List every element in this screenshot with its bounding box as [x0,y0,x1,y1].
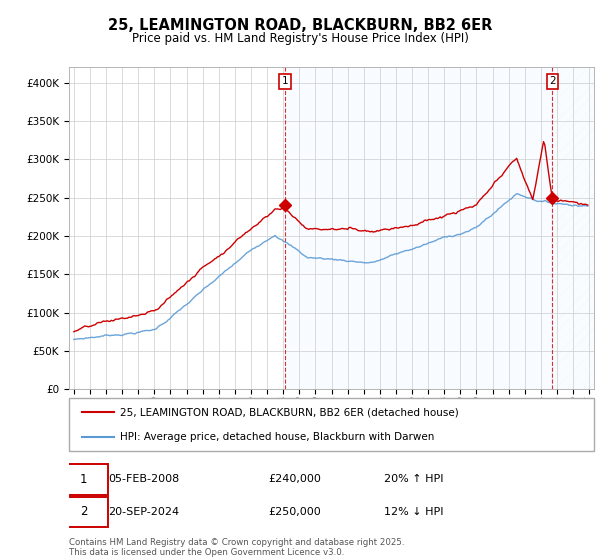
Text: £250,000: £250,000 [269,507,321,517]
FancyBboxPatch shape [59,464,109,494]
Text: HPI: Average price, detached house, Blackburn with Darwen: HPI: Average price, detached house, Blac… [121,432,435,442]
Text: Price paid vs. HM Land Registry's House Price Index (HPI): Price paid vs. HM Land Registry's House … [131,32,469,45]
Bar [553,67,594,389]
Text: 1: 1 [281,76,288,86]
Text: 20% ↑ HPI: 20% ↑ HPI [384,474,443,484]
Text: 05-FEB-2008: 05-FEB-2008 [109,474,179,484]
FancyBboxPatch shape [59,497,109,527]
Text: Contains HM Land Registry data © Crown copyright and database right 2025.
This d: Contains HM Land Registry data © Crown c… [69,538,404,557]
Text: 25, LEAMINGTON ROAD, BLACKBURN, BB2 6ER: 25, LEAMINGTON ROAD, BLACKBURN, BB2 6ER [108,18,492,33]
Text: 20-SEP-2024: 20-SEP-2024 [109,507,179,517]
Text: 25, LEAMINGTON ROAD, BLACKBURN, BB2 6ER (detached house): 25, LEAMINGTON ROAD, BLACKBURN, BB2 6ER … [121,408,459,418]
Text: 12% ↓ HPI: 12% ↓ HPI [384,507,443,517]
Text: 2: 2 [80,505,88,519]
FancyBboxPatch shape [69,398,594,451]
Text: 1: 1 [80,473,88,486]
Text: 2: 2 [549,76,556,86]
Text: £240,000: £240,000 [269,474,322,484]
Bar [284,67,553,389]
